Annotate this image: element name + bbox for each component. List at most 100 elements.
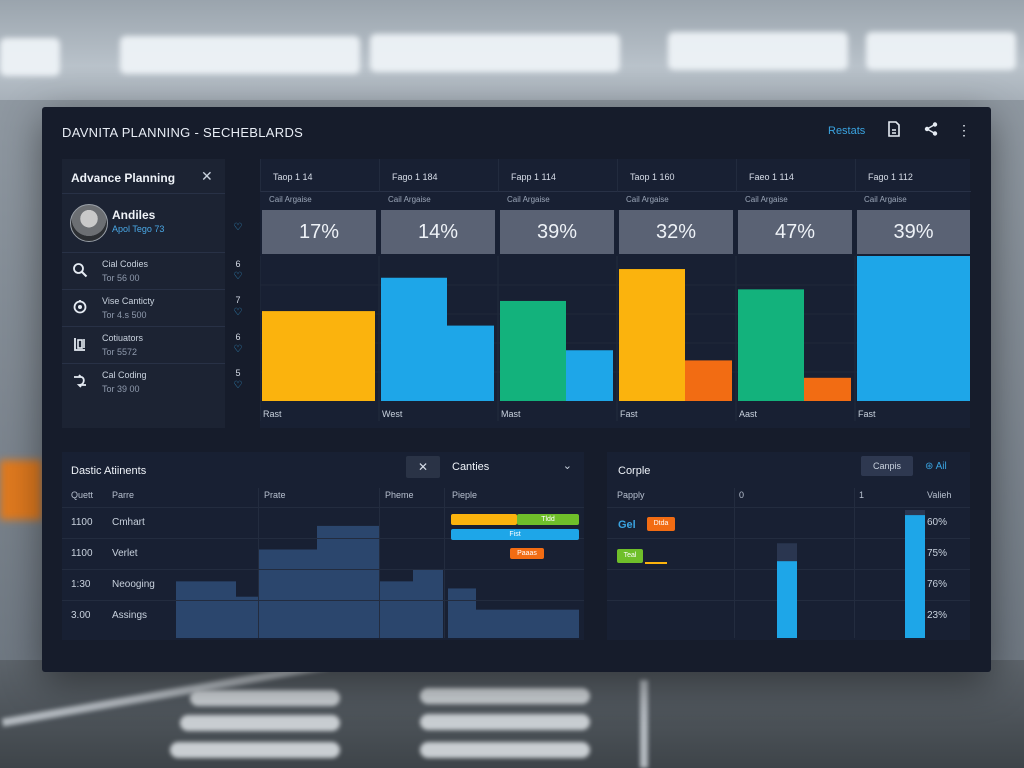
app-title: DAVNITA PLANNING - SECHEBLARDS: [62, 125, 304, 140]
planning-item[interactable]: Cal Coding Tor 39 00: [62, 364, 225, 400]
progress-bar: [777, 561, 797, 638]
column-header: Parre: [112, 490, 135, 500]
column-header-label: Fago 1 112: [868, 172, 913, 182]
favorite-icon[interactable]: ♡: [233, 222, 243, 233]
item-count: 7: [235, 295, 241, 305]
flow-icon: [71, 373, 89, 391]
close-button[interactable]: ✕: [406, 456, 440, 478]
favorite-icon[interactable]: ♡: [233, 380, 243, 391]
row-name: Cmhart: [112, 517, 145, 528]
profile-card[interactable]: Andiles Apol Tego 73: [62, 194, 225, 253]
planning-item-label: Cal Coding: [102, 370, 147, 380]
column-header-label: Faeo 1 114: [749, 172, 794, 182]
document-icon[interactable]: [885, 121, 903, 139]
planning-item-label: Cotiuators: [102, 333, 144, 343]
area-segment: [176, 581, 236, 638]
column-header-label: Fago 1 184: [392, 172, 438, 182]
planning-panel: Advance Planning ✕ Andiles Apol Tego 73 …: [62, 159, 225, 428]
bar: [262, 311, 375, 401]
data-panel: Dastic Atiinents ✕ Canties ⌄ Quett Parre…: [62, 452, 584, 640]
title-bar: DAVNITA PLANNING - SECHEBLARDS Restats ⋮: [42, 107, 991, 155]
table-row[interactable]: 3.00 Assings: [62, 600, 584, 631]
filter-button[interactable]: Canpis: [861, 456, 913, 476]
more-vertical-icon[interactable]: ⋮: [957, 122, 971, 138]
all-link[interactable]: ⊛ Ail: [925, 461, 947, 472]
column-sublabel: Cail Argaise: [864, 195, 907, 204]
planning-item[interactable]: Cial Codies Tor 56 00: [62, 253, 225, 290]
schedule-tag[interactable]: Paaas: [510, 548, 544, 559]
column-header-label: Taop 1 160: [630, 172, 675, 182]
column-header-label: Fapp 1 114: [511, 172, 556, 182]
percent-box: 47%: [738, 210, 852, 254]
bar: [804, 377, 851, 401]
column-footer: Fast: [620, 409, 638, 419]
schedule-tag[interactable]: Tldd: [517, 514, 579, 525]
row-name: Assings: [112, 610, 148, 621]
bar: [381, 277, 447, 401]
value-cell: 76%: [927, 579, 948, 590]
table-row[interactable]: 1100 Cmhart: [62, 507, 584, 538]
column-header[interactable]: Taop 1 160: [617, 159, 736, 192]
schedule-tag[interactable]: Fist: [451, 529, 579, 540]
column-header[interactable]: Fago 1 184: [379, 159, 498, 192]
planning-item-sub: Tor 5572: [102, 347, 138, 357]
column-header[interactable]: Fago 1 112: [855, 159, 971, 192]
bucket-icon: [71, 336, 89, 354]
row-name: Verlet: [112, 548, 138, 559]
legend-line: [645, 562, 667, 564]
globe-icon: ⊛: [925, 461, 934, 472]
category-dropdown[interactable]: Canties ⌄: [452, 456, 578, 478]
column-header[interactable]: Faeo 1 114: [736, 159, 855, 192]
planning-item-label: Vise Canticty: [102, 296, 155, 306]
bar-chart: [260, 256, 970, 421]
column-header: Valieh: [927, 490, 952, 500]
favorite-icon[interactable]: ♡: [233, 307, 243, 318]
column-footer: West: [382, 409, 403, 419]
completion-panel: Corple Canpis ⊛ Ail Papply 0 1 Valieh 60…: [607, 452, 970, 640]
completion-title: Corple: [618, 465, 651, 477]
share-icon[interactable]: [922, 121, 940, 139]
item-count: 6: [235, 332, 241, 342]
column-header: Quett: [71, 490, 94, 500]
percent-box: 17%: [262, 210, 376, 254]
bar-chart-panel: Taop 1 14 Fago 1 184 Fapp 1 114 Taop 1 1…: [260, 159, 971, 428]
column-header: 1: [859, 490, 865, 500]
all-label: Ail: [935, 461, 947, 472]
planning-item[interactable]: Vise Canticty Tor 4.s 500: [62, 290, 225, 327]
favorite-icon[interactable]: ♡: [233, 271, 243, 282]
schedule-bar[interactable]: [451, 514, 517, 525]
planning-item[interactable]: Cotiuators Tor 5572: [62, 327, 225, 364]
area-chart: [176, 525, 579, 638]
legend-tag[interactable]: Teal: [617, 549, 643, 563]
legend-tag[interactable]: Dtda: [647, 517, 675, 531]
column-header[interactable]: Taop 1 14: [260, 159, 379, 192]
value-cell: 23%: [927, 610, 948, 621]
column-footer: Aast: [739, 409, 758, 419]
bar: [857, 256, 970, 401]
column-header: Prate: [264, 490, 286, 500]
bar: [566, 350, 613, 401]
favorite-icon[interactable]: ♡: [233, 344, 243, 355]
dashboard-window: DAVNITA PLANNING - SECHEBLARDS Restats ⋮…: [42, 107, 991, 672]
table-row[interactable]: 1100 Verlet: [62, 538, 584, 569]
planning-item-sub: Tor 4.s 500: [102, 310, 147, 320]
row-time: 3.00: [71, 610, 91, 621]
column-sublabel: Cail Argaise: [269, 195, 312, 204]
close-icon[interactable]: ✕: [201, 168, 213, 184]
legend-label: Gel: [618, 519, 636, 531]
settings-icon: [71, 299, 89, 317]
bar: [619, 269, 685, 401]
progress-bar: [905, 515, 925, 638]
column-header[interactable]: Fapp 1 114: [498, 159, 617, 192]
restate-link[interactable]: Restats: [828, 125, 866, 137]
column-header: Pieple: [452, 490, 478, 500]
profile-subtitle: Apol Tego 73: [112, 224, 165, 234]
bar: [738, 289, 804, 401]
table-row[interactable]: 1:30 Neooging: [62, 569, 584, 600]
percent-box: 32%: [619, 210, 733, 254]
percent-box: 14%: [381, 210, 495, 254]
column-header: 0: [739, 490, 745, 500]
column-footer: Fast: [858, 409, 876, 419]
row-time: 1100: [71, 548, 93, 559]
area-segment: [448, 588, 476, 638]
